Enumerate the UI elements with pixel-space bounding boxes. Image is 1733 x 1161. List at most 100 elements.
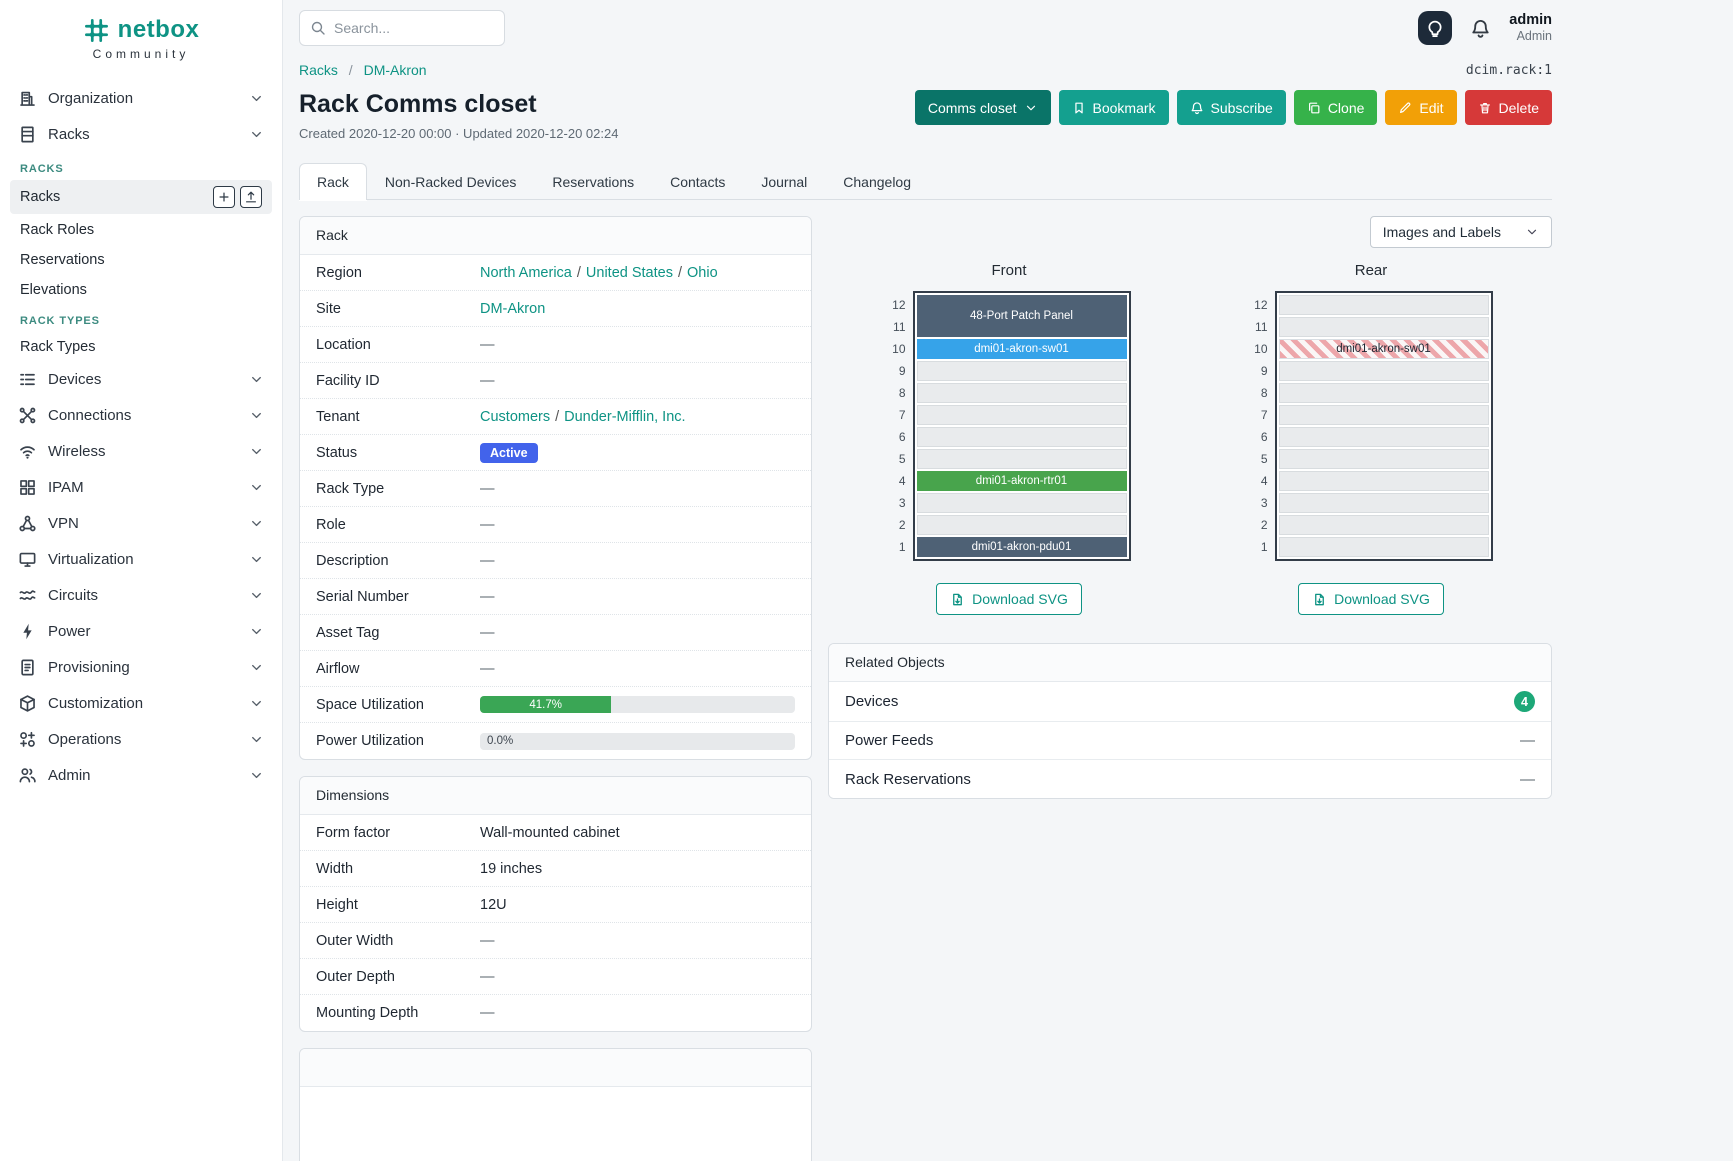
- rack-empty-slot[interactable]: [1278, 515, 1489, 535]
- theme-toggle-button[interactable]: [1418, 11, 1453, 45]
- page-title: Rack Comms closet: [299, 90, 537, 118]
- chevron-down-icon: [249, 444, 264, 459]
- rack-empty-slot[interactable]: [916, 383, 1127, 403]
- tab-changelog[interactable]: Changelog: [843, 174, 912, 190]
- field-label: Tenant: [316, 408, 360, 425]
- ipam-icon: [18, 478, 37, 497]
- rack-device-dmi01-akron-rtr01[interactable]: dmi01-akron-rtr01: [916, 471, 1127, 491]
- rack-empty-slot[interactable]: [1278, 427, 1489, 447]
- sidebar-item-rack-types[interactable]: Rack Types: [10, 332, 272, 361]
- field-value: —: [480, 932, 495, 949]
- add-rack-button[interactable]: [213, 186, 235, 208]
- sidebar-item-ipam[interactable]: IPAM: [10, 470, 272, 505]
- operations-icon: [18, 730, 37, 749]
- chevron-down-icon: [249, 732, 264, 747]
- rack-empty-slot[interactable]: [916, 427, 1127, 447]
- rack-empty-slot[interactable]: [1278, 295, 1489, 315]
- rack-empty-slot[interactable]: [916, 493, 1127, 513]
- rack-empty-slot[interactable]: [916, 361, 1127, 381]
- netbox-logo[interactable]: netbox Community: [0, 0, 282, 69]
- sidebar-item-power[interactable]: Power: [10, 614, 272, 649]
- field-label: Role: [316, 516, 346, 533]
- sidebar-item-vpn[interactable]: VPN: [10, 506, 272, 541]
- vpn-icon: [18, 514, 37, 533]
- rack-device-dmi01-akron-sw01[interactable]: dmi01-akron-sw01: [916, 339, 1127, 359]
- rack-empty-slot[interactable]: [1278, 317, 1489, 337]
- united-states-link[interactable]: United States: [585, 264, 673, 281]
- import-racks-button[interactable]: [240, 186, 262, 208]
- download-svg-front-button[interactable]: Download SVG: [936, 583, 1082, 615]
- breadcrumb-site-link[interactable]: DM-Akron: [363, 62, 427, 78]
- chevron-down-icon: [249, 696, 264, 711]
- tab-rack[interactable]: Rack: [299, 163, 367, 200]
- rack-empty-slot[interactable]: [1278, 537, 1489, 557]
- chevron-down-icon: [249, 552, 264, 567]
- rack-empty-slot[interactable]: [916, 449, 1127, 469]
- sidebar-item-racks[interactable]: Racks: [10, 117, 272, 152]
- rack-empty-slot[interactable]: [1278, 361, 1489, 381]
- sidebar-item-connections[interactable]: Connections: [10, 398, 272, 433]
- sidebar-item-reservations[interactable]: Reservations: [10, 245, 272, 274]
- rack-device-dmi01-akron-pdu01[interactable]: dmi01-akron-pdu01: [916, 537, 1127, 557]
- sidebar-item-rack-roles[interactable]: Rack Roles: [10, 215, 272, 244]
- wireless-icon: [18, 442, 37, 461]
- related-devices-row[interactable]: Devices 4: [829, 682, 1551, 722]
- field-value: 19 inches: [480, 860, 543, 877]
- tab-non-racked-devices[interactable]: Non-Racked Devices: [384, 174, 517, 190]
- sidebar-item-admin[interactable]: Admin: [10, 758, 272, 793]
- field-label: Height: [316, 896, 358, 913]
- images-and-labels-select[interactable]: Images and Labels: [1369, 216, 1552, 248]
- edit-button[interactable]: Edit: [1385, 90, 1457, 125]
- rack-empty-slot[interactable]: [1278, 471, 1489, 491]
- search-input[interactable]: [334, 20, 494, 36]
- sidebar-item-operations[interactable]: Operations: [10, 722, 272, 757]
- rack-empty-slot[interactable]: [1278, 493, 1489, 513]
- sidebar-item-circuits[interactable]: Circuits: [10, 578, 272, 613]
- related-rack-reservations-row[interactable]: Rack Reservations —: [829, 760, 1551, 798]
- dunder-mifflin-inc-link[interactable]: Dunder-Mifflin, Inc.: [564, 408, 686, 425]
- tab-contacts[interactable]: Contacts: [670, 174, 726, 190]
- download-svg-rear-button[interactable]: Download SVG: [1298, 583, 1444, 615]
- rack-empty-slot[interactable]: [916, 405, 1127, 425]
- comms-closet-dropdown-button[interactable]: Comms closet: [914, 90, 1051, 125]
- field-value: —: [480, 968, 495, 985]
- table-row: Outer Width —: [300, 923, 811, 959]
- table-row: Tenant Customers / Dunder-Mifflin, Inc.: [300, 399, 811, 435]
- unit-number: 5: [898, 452, 906, 466]
- context-button-label: Comms closet: [927, 99, 1017, 116]
- dm-akron-link[interactable]: DM-Akron: [480, 300, 546, 317]
- rack-empty-slot[interactable]: [1278, 449, 1489, 469]
- breadcrumb-racks-link[interactable]: Racks: [299, 62, 338, 78]
- sidebar-item-label: Elevations: [20, 281, 87, 298]
- sidebar-item-organization[interactable]: Organization: [10, 81, 272, 116]
- field-value: —: [480, 336, 495, 353]
- rack-empty-slot[interactable]: [1278, 405, 1489, 425]
- related-power-feeds-row[interactable]: Power Feeds —: [829, 722, 1551, 760]
- main-area: admin Admin Racks / DM-Akron dcim.rack:1…: [283, 0, 1733, 1161]
- sidebar-item-virtualization[interactable]: Virtualization: [10, 542, 272, 577]
- notifications-bell-icon[interactable]: [1470, 18, 1491, 39]
- bookmark-button[interactable]: Bookmark: [1058, 90, 1169, 125]
- delete-button[interactable]: Delete: [1464, 90, 1552, 125]
- rack-device-dmi01-akron-sw01[interactable]: dmi01-akron-sw01: [1278, 339, 1489, 359]
- clone-button[interactable]: Clone: [1293, 90, 1378, 125]
- rack-empty-slot[interactable]: [916, 515, 1127, 535]
- customers-link[interactable]: Customers: [480, 408, 551, 425]
- field-label: Asset Tag: [316, 624, 380, 641]
- sidebar-item-provisioning[interactable]: Provisioning: [10, 650, 272, 685]
- partial-card: [299, 1048, 812, 1161]
- user-menu[interactable]: admin Admin: [1509, 12, 1552, 43]
- north-america-link[interactable]: North America: [480, 264, 572, 281]
- tab-journal[interactable]: Journal: [761, 174, 808, 190]
- sidebar-item-wireless[interactable]: Wireless: [10, 434, 272, 469]
- sidebar-item-customization[interactable]: Customization: [10, 686, 272, 721]
- sidebar-item-devices[interactable]: Devices: [10, 362, 272, 397]
- ohio-link[interactable]: Ohio: [687, 264, 718, 281]
- search-box[interactable]: [299, 10, 505, 46]
- sidebar-item-elevations[interactable]: Elevations: [10, 275, 272, 304]
- sidebar-item-racks[interactable]: Racks: [10, 180, 272, 214]
- subscribe-button[interactable]: Subscribe: [1176, 90, 1286, 125]
- rack-device-48-port-patch-panel[interactable]: 48-Port Patch Panel: [916, 295, 1127, 337]
- tab-reservations[interactable]: Reservations: [552, 174, 635, 190]
- rack-empty-slot[interactable]: [1278, 383, 1489, 403]
